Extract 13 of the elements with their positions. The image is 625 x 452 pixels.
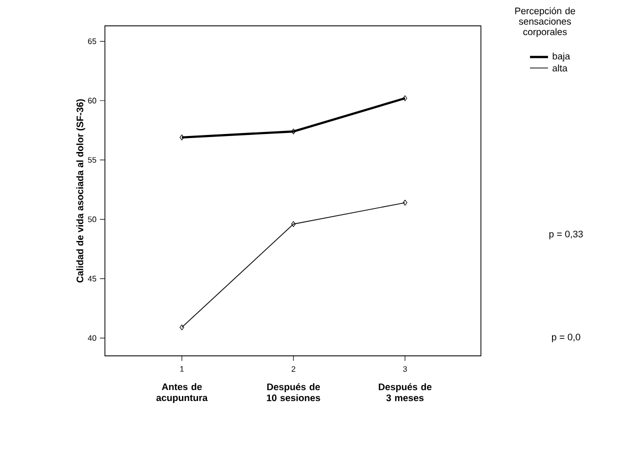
text: p = 0,33 <box>549 230 583 240</box>
point <box>291 221 296 227</box>
point <box>402 95 408 102</box>
x-tick-label: Después de 10 sesiones <box>266 383 320 402</box>
x-tick-label: Después de 3 meses <box>378 383 432 402</box>
legend-title: Percepción de sensaciones corporales <box>515 7 576 38</box>
legend-label: alta <box>552 64 568 72</box>
text: p = 0,0 <box>552 334 580 342</box>
legend-label: baja <box>552 52 570 62</box>
point <box>291 128 296 134</box>
x-tick-label: Antes de acupuntura <box>156 383 208 403</box>
point <box>180 134 184 140</box>
y-axis-title: Calidad de vida asociada al dolor (SF-36) <box>76 99 86 282</box>
